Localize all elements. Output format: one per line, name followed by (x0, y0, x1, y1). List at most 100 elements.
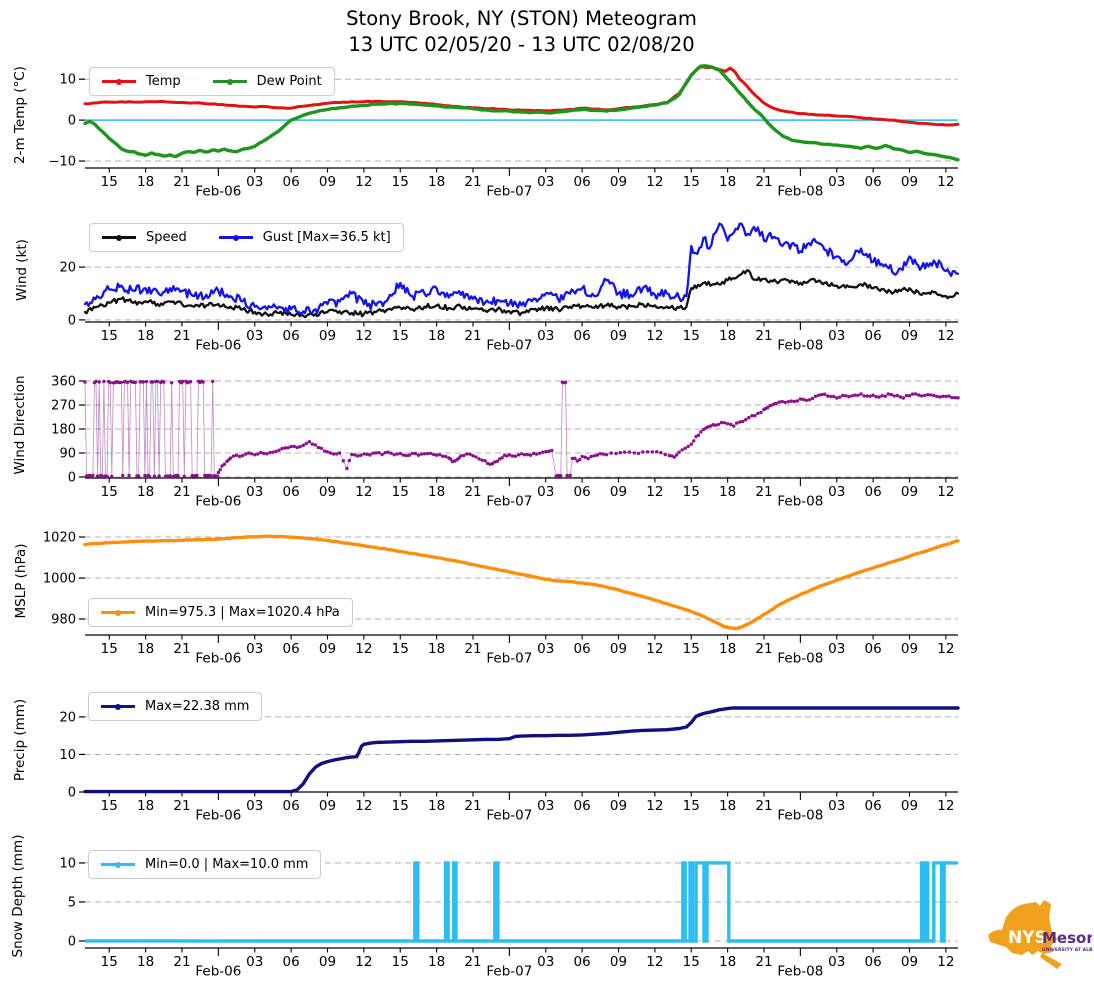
dir-data-dot (389, 451, 393, 455)
dir-data-dot (513, 454, 518, 458)
snow-x-tick-label: 06 (283, 954, 300, 970)
dir-data-dot (143, 473, 147, 478)
dir-data-dot (895, 393, 900, 398)
legend-item-dewpoint: Dew Point (212, 74, 322, 89)
snow-x-tick-label: 15 (683, 954, 700, 970)
dir-data-dot (268, 450, 272, 455)
dir-data-dot (468, 452, 472, 456)
dir-data-dot (595, 453, 599, 457)
dir-data-dot (147, 474, 152, 479)
precip-x-tick-label: 03 (537, 798, 554, 814)
precip-x-tick-label: 18 (137, 798, 154, 814)
dir-data-dot (583, 455, 587, 459)
dir-data-dot (850, 394, 854, 398)
dir-data-dot (844, 394, 848, 398)
temp-x-tick-label: Feb-08 (777, 184, 823, 200)
mslp-x-tick-label: 03 (246, 641, 263, 657)
dir-data-dot (856, 393, 860, 397)
mslp-y-tick-label: 1000 (43, 572, 76, 587)
wind-x-tick-label: 09 (319, 328, 336, 344)
temp-x-tick-label: 15 (683, 174, 700, 190)
dir-data-dot (522, 453, 527, 457)
dir-data-dot (419, 452, 424, 456)
dir-data-dot (680, 448, 684, 452)
snow-x-tick-label: Feb-07 (486, 964, 532, 980)
wind-x-tick-label: 03 (246, 328, 263, 344)
legend-item-mslp: Min=975.3 | Max=1020.4 hPa (101, 605, 340, 620)
dir-data-dot (898, 395, 903, 399)
temp-legend: Temp Dew Point (89, 67, 335, 96)
precip-x-tick-label: Feb-06 (195, 808, 241, 824)
dewpoint-marker-icon (226, 78, 233, 85)
dir-data-dot (667, 453, 672, 458)
dir-data-dot (838, 395, 842, 399)
dir-data-dot (756, 411, 760, 415)
dir-data-dot (847, 395, 851, 399)
snow-depth-legend: Min=0.0 | Max=10.0 mm (88, 850, 322, 879)
temp-x-tick-label: 06 (865, 174, 882, 190)
precip-x-tick-label: Feb-07 (486, 808, 532, 824)
dir-data-dot (110, 474, 114, 479)
dir-data-dot (732, 424, 736, 428)
dir-data-dot (444, 454, 448, 459)
precip-series-precip (83, 706, 960, 794)
dir-data-dot (345, 466, 349, 471)
dir-x-tick-label: 06 (574, 484, 591, 500)
gust-legend-label: Gust [Max=36.5 kt] (262, 230, 391, 245)
snow-x-tick-label: Feb-06 (195, 964, 241, 980)
dir-data-dot (753, 414, 757, 418)
y-axis-label-wind: Wind (kt) (14, 239, 30, 301)
dir-data-dot (404, 453, 408, 458)
dir-data-dot (359, 453, 363, 457)
snow-x-tick-label: 12 (937, 954, 954, 970)
temp-x-tick-label: 12 (937, 174, 954, 190)
mslp-x-tick-label: 21 (464, 641, 481, 657)
dir-data-dot (541, 450, 545, 454)
dir-data-dot (686, 444, 690, 449)
mslp-marker-icon (115, 609, 121, 616)
dir-x-tick-label: 15 (392, 484, 409, 500)
legend-item-gust: Gust [Max=36.5 kt] (218, 230, 391, 245)
dir-data-dot (525, 452, 530, 457)
dir-data-dot (935, 394, 939, 399)
snow-x-tick-label: 12 (355, 954, 372, 970)
dir-data-dot (544, 450, 548, 454)
dir-data-dot (941, 394, 945, 398)
precip-x-tick-label: 18 (428, 798, 445, 814)
title-line-1: Stony Brook, NY (STON) Meteogram (346, 7, 697, 30)
dir-data-dot (655, 450, 659, 454)
dir-data-dot (188, 380, 193, 384)
dir-data-dot (598, 452, 602, 456)
dir-data-dot (904, 393, 909, 398)
temp-marker-icon (116, 78, 122, 85)
snow-x-tick-label: 15 (392, 954, 409, 970)
dir-data-dot (877, 395, 881, 399)
dir-data-dot (168, 474, 172, 478)
dir-data-dot (716, 422, 721, 427)
dir-x-tick-label: 06 (283, 484, 300, 500)
dir-data-dot (211, 379, 215, 384)
temp-x-tick-label: 12 (355, 174, 372, 190)
dir-x-tick-label: 18 (428, 484, 445, 500)
snow-x-tick-label: Feb-08 (777, 964, 823, 980)
dir-data-dot (618, 451, 622, 455)
dir-data-dot (816, 393, 821, 397)
dir-data-dot (570, 456, 575, 461)
dir-x-tick-label: 09 (901, 484, 918, 500)
dir-data-dot (462, 453, 466, 458)
wind-x-tick-label: Feb-07 (486, 338, 532, 354)
dir-data-dot (883, 394, 887, 398)
dir-data-dot (250, 452, 254, 456)
precip-y-tick-label: 10 (59, 748, 76, 763)
temp-series-dewpoint (83, 64, 960, 162)
dir-data-dot (350, 452, 354, 457)
dir-data-dot (956, 396, 960, 400)
wind-x-tick-label: 09 (610, 328, 627, 344)
dir-data-dot (950, 395, 954, 400)
dir-data-dot (133, 380, 138, 384)
y-axis-label-snow-depth: Snow Depth (mm) (10, 834, 26, 958)
page-title: Stony Brook, NY (STON) Meteogram 13 UTC … (85, 6, 958, 58)
dir-data-dot (410, 451, 415, 456)
mslp-x-tick-label: 21 (173, 641, 190, 657)
